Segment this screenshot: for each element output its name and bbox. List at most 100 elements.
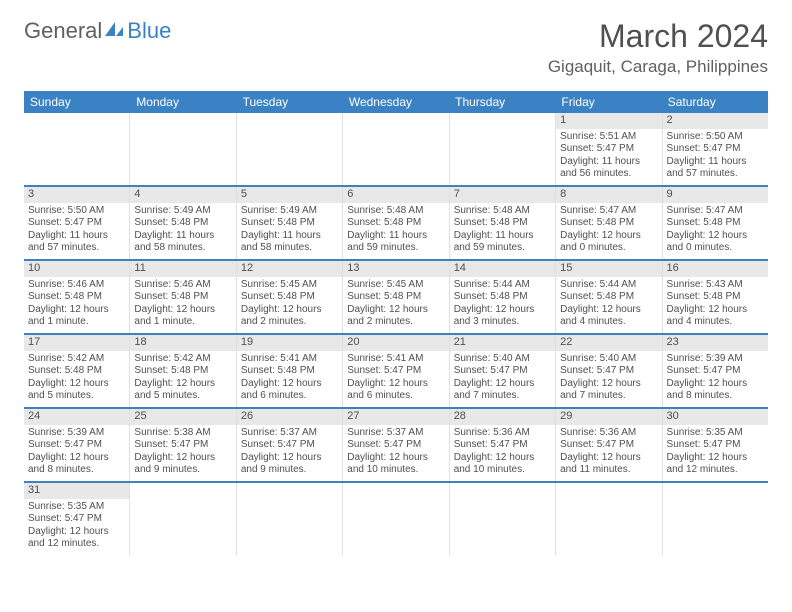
day-info: Sunrise: 5:40 AMSunset: 5:47 PMDaylight:… bbox=[450, 351, 555, 407]
day-cell bbox=[24, 113, 130, 185]
info-ss: Sunset: 5:47 PM bbox=[347, 365, 444, 378]
info-sr: Sunrise: 5:47 AM bbox=[667, 205, 764, 218]
day-header-cell: Thursday bbox=[449, 91, 555, 113]
info-ss: Sunset: 5:47 PM bbox=[667, 439, 764, 452]
day-number: 5 bbox=[237, 187, 342, 203]
day-cell: 11Sunrise: 5:46 AMSunset: 5:48 PMDayligh… bbox=[130, 261, 236, 333]
day-number: 3 bbox=[24, 187, 129, 203]
day-info: Sunrise: 5:50 AMSunset: 5:47 PMDaylight:… bbox=[663, 129, 768, 185]
info-ss: Sunset: 5:47 PM bbox=[28, 513, 125, 526]
info-sr: Sunrise: 5:41 AM bbox=[241, 353, 338, 366]
info-ss: Sunset: 5:48 PM bbox=[454, 217, 551, 230]
day-cell: 21Sunrise: 5:40 AMSunset: 5:47 PMDayligh… bbox=[450, 335, 556, 407]
day-info: Sunrise: 5:46 AMSunset: 5:48 PMDaylight:… bbox=[24, 277, 129, 333]
day-number: 15 bbox=[556, 261, 661, 277]
info-sr: Sunrise: 5:48 AM bbox=[347, 205, 444, 218]
info-dl: Daylight: 12 hours and 10 minutes. bbox=[454, 452, 551, 477]
info-dl: Daylight: 12 hours and 0 minutes. bbox=[560, 230, 657, 255]
day-info: Sunrise: 5:42 AMSunset: 5:48 PMDaylight:… bbox=[24, 351, 129, 407]
day-cell: 9Sunrise: 5:47 AMSunset: 5:48 PMDaylight… bbox=[663, 187, 768, 259]
info-ss: Sunset: 5:48 PM bbox=[134, 217, 231, 230]
info-sr: Sunrise: 5:38 AM bbox=[134, 427, 231, 440]
info-ss: Sunset: 5:48 PM bbox=[134, 291, 231, 304]
info-sr: Sunrise: 5:45 AM bbox=[241, 279, 338, 292]
location: Gigaquit, Caraga, Philippines bbox=[548, 57, 768, 77]
day-cell: 10Sunrise: 5:46 AMSunset: 5:48 PMDayligh… bbox=[24, 261, 130, 333]
day-number: 16 bbox=[663, 261, 768, 277]
day-info: Sunrise: 5:50 AMSunset: 5:47 PMDaylight:… bbox=[24, 203, 129, 259]
info-dl: Daylight: 12 hours and 6 minutes. bbox=[241, 378, 338, 403]
day-cell: 5Sunrise: 5:49 AMSunset: 5:48 PMDaylight… bbox=[237, 187, 343, 259]
day-cell: 12Sunrise: 5:45 AMSunset: 5:48 PMDayligh… bbox=[237, 261, 343, 333]
info-dl: Daylight: 12 hours and 9 minutes. bbox=[241, 452, 338, 477]
info-ss: Sunset: 5:48 PM bbox=[241, 365, 338, 378]
day-cell: 14Sunrise: 5:44 AMSunset: 5:48 PMDayligh… bbox=[450, 261, 556, 333]
info-sr: Sunrise: 5:39 AM bbox=[28, 427, 125, 440]
week-row: 10Sunrise: 5:46 AMSunset: 5:48 PMDayligh… bbox=[24, 261, 768, 335]
day-header-cell: Wednesday bbox=[343, 91, 449, 113]
day-info: Sunrise: 5:41 AMSunset: 5:48 PMDaylight:… bbox=[237, 351, 342, 407]
day-cell: 16Sunrise: 5:43 AMSunset: 5:48 PMDayligh… bbox=[663, 261, 768, 333]
day-header-row: SundayMondayTuesdayWednesdayThursdayFrid… bbox=[24, 91, 768, 113]
day-cell: 8Sunrise: 5:47 AMSunset: 5:48 PMDaylight… bbox=[556, 187, 662, 259]
info-dl: Daylight: 12 hours and 8 minutes. bbox=[28, 452, 125, 477]
week-row: 3Sunrise: 5:50 AMSunset: 5:47 PMDaylight… bbox=[24, 187, 768, 261]
info-ss: Sunset: 5:48 PM bbox=[560, 291, 657, 304]
info-sr: Sunrise: 5:49 AM bbox=[241, 205, 338, 218]
info-dl: Daylight: 12 hours and 11 minutes. bbox=[560, 452, 657, 477]
info-ss: Sunset: 5:47 PM bbox=[454, 439, 551, 452]
info-sr: Sunrise: 5:47 AM bbox=[560, 205, 657, 218]
day-number: 8 bbox=[556, 187, 661, 203]
info-dl: Daylight: 12 hours and 7 minutes. bbox=[454, 378, 551, 403]
day-number: 27 bbox=[343, 409, 448, 425]
info-ss: Sunset: 5:48 PM bbox=[134, 365, 231, 378]
day-header-cell: Monday bbox=[130, 91, 236, 113]
day-cell: 7Sunrise: 5:48 AMSunset: 5:48 PMDaylight… bbox=[450, 187, 556, 259]
day-number: 22 bbox=[556, 335, 661, 351]
day-header-cell: Tuesday bbox=[237, 91, 343, 113]
info-dl: Daylight: 12 hours and 6 minutes. bbox=[347, 378, 444, 403]
weeks-container: 1Sunrise: 5:51 AMSunset: 5:47 PMDaylight… bbox=[24, 113, 768, 555]
sail-icon bbox=[103, 18, 125, 44]
info-dl: Daylight: 12 hours and 9 minutes. bbox=[134, 452, 231, 477]
info-dl: Daylight: 12 hours and 1 minute. bbox=[28, 304, 125, 329]
info-dl: Daylight: 12 hours and 7 minutes. bbox=[560, 378, 657, 403]
info-sr: Sunrise: 5:44 AM bbox=[454, 279, 551, 292]
day-cell bbox=[450, 113, 556, 185]
day-cell: 15Sunrise: 5:44 AMSunset: 5:48 PMDayligh… bbox=[556, 261, 662, 333]
day-number: 26 bbox=[237, 409, 342, 425]
info-sr: Sunrise: 5:37 AM bbox=[241, 427, 338, 440]
day-info: Sunrise: 5:46 AMSunset: 5:48 PMDaylight:… bbox=[130, 277, 235, 333]
info-dl: Daylight: 11 hours and 58 minutes. bbox=[134, 230, 231, 255]
info-dl: Daylight: 11 hours and 59 minutes. bbox=[454, 230, 551, 255]
month-title: March 2024 bbox=[548, 18, 768, 55]
info-sr: Sunrise: 5:49 AM bbox=[134, 205, 231, 218]
day-cell bbox=[343, 113, 449, 185]
info-sr: Sunrise: 5:41 AM bbox=[347, 353, 444, 366]
day-cell: 22Sunrise: 5:40 AMSunset: 5:47 PMDayligh… bbox=[556, 335, 662, 407]
info-ss: Sunset: 5:47 PM bbox=[134, 439, 231, 452]
day-number: 14 bbox=[450, 261, 555, 277]
day-info: Sunrise: 5:49 AMSunset: 5:48 PMDaylight:… bbox=[130, 203, 235, 259]
week-row: 24Sunrise: 5:39 AMSunset: 5:47 PMDayligh… bbox=[24, 409, 768, 483]
info-dl: Daylight: 11 hours and 57 minutes. bbox=[28, 230, 125, 255]
logo-text-2: Blue bbox=[127, 18, 171, 44]
day-header-cell: Friday bbox=[555, 91, 661, 113]
week-row: 31Sunrise: 5:35 AMSunset: 5:47 PMDayligh… bbox=[24, 483, 768, 555]
day-info: Sunrise: 5:45 AMSunset: 5:48 PMDaylight:… bbox=[237, 277, 342, 333]
day-cell: 19Sunrise: 5:41 AMSunset: 5:48 PMDayligh… bbox=[237, 335, 343, 407]
day-number: 31 bbox=[24, 483, 129, 499]
info-dl: Daylight: 12 hours and 2 minutes. bbox=[241, 304, 338, 329]
week-row: 1Sunrise: 5:51 AMSunset: 5:47 PMDaylight… bbox=[24, 113, 768, 187]
info-ss: Sunset: 5:48 PM bbox=[28, 291, 125, 304]
day-cell: 26Sunrise: 5:37 AMSunset: 5:47 PMDayligh… bbox=[237, 409, 343, 481]
info-ss: Sunset: 5:47 PM bbox=[560, 365, 657, 378]
day-info: Sunrise: 5:45 AMSunset: 5:48 PMDaylight:… bbox=[343, 277, 448, 333]
day-info: Sunrise: 5:47 AMSunset: 5:48 PMDaylight:… bbox=[556, 203, 661, 259]
info-sr: Sunrise: 5:35 AM bbox=[28, 501, 125, 514]
day-cell bbox=[450, 483, 556, 555]
day-info: Sunrise: 5:44 AMSunset: 5:48 PMDaylight:… bbox=[556, 277, 661, 333]
info-ss: Sunset: 5:48 PM bbox=[667, 217, 764, 230]
day-number: 18 bbox=[130, 335, 235, 351]
info-sr: Sunrise: 5:46 AM bbox=[28, 279, 125, 292]
